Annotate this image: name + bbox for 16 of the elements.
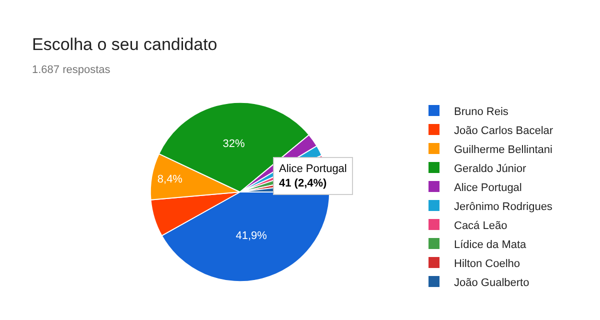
- legend-label: Alice Portugal: [454, 182, 522, 194]
- legend-label: Guilherme Bellintani: [454, 144, 552, 156]
- legend-label: Geraldo Júnior: [454, 162, 526, 175]
- text: Alice Portugal 41 (2,4%): [279, 163, 347, 190]
- data-label: 8,4%: [157, 174, 183, 186]
- chart-subtitle: 1.687 respostas: [32, 64, 111, 76]
- data-label: 32%: [222, 138, 246, 150]
- data-label: 41,9%: [236, 230, 268, 242]
- legend-label: Cacá Leão: [454, 220, 508, 232]
- legend-label: João Carlos Bacelar: [454, 124, 554, 137]
- legend-label: Lídice da Mata: [454, 238, 528, 251]
- legend-label: Hilton Coelho: [454, 258, 520, 270]
- legend-label: Bruno Reis: [454, 106, 509, 118]
- legend-label: Jerônimo Rodrigues: [454, 200, 553, 213]
- legend-label: João Gualberto: [454, 276, 530, 289]
- chart-title: Escolha o seu candidato: [32, 35, 218, 54]
